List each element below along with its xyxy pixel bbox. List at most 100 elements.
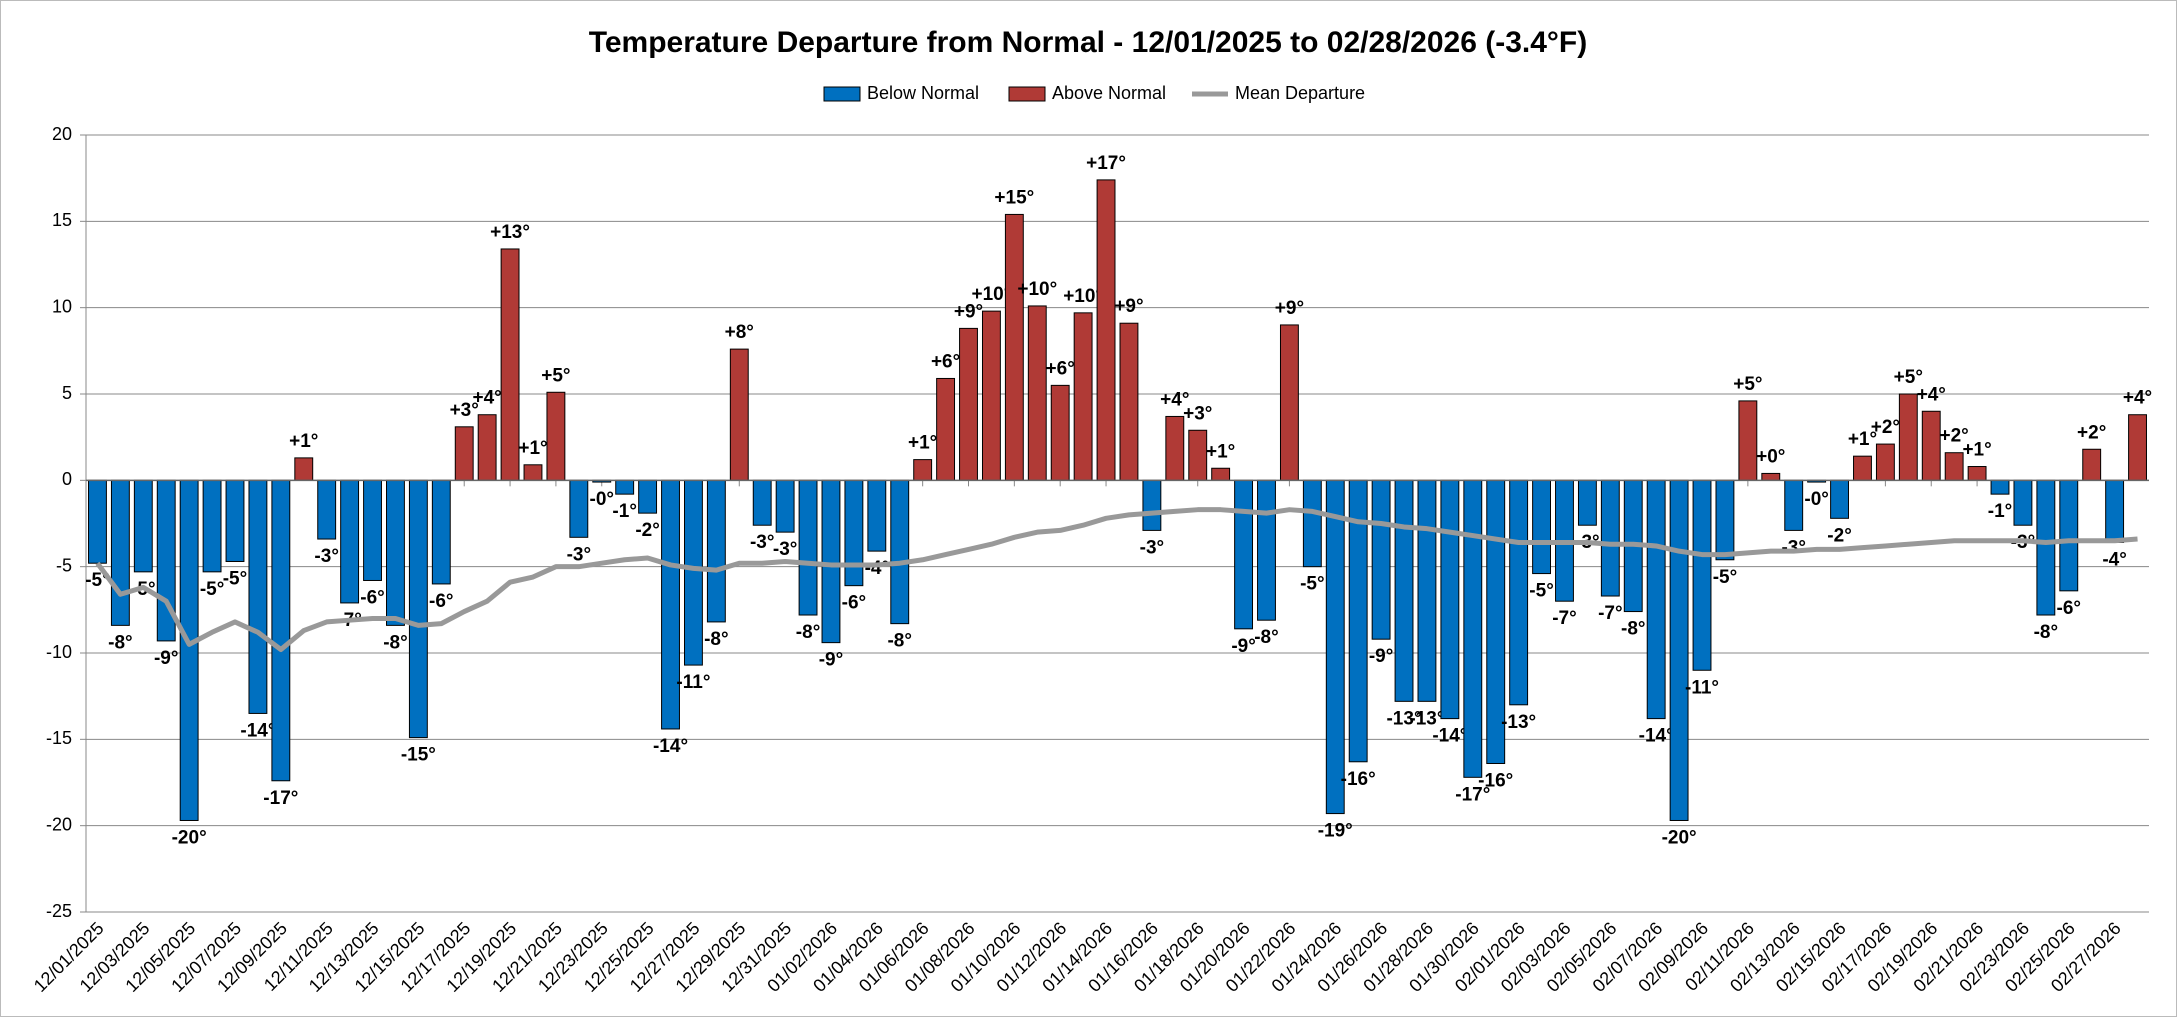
bar	[1211, 467, 1231, 481]
data-label: -20°	[172, 828, 207, 849]
bar	[110, 479, 130, 626]
data-label: -3°	[314, 546, 339, 567]
data-label: -1°	[612, 501, 637, 522]
data-label: +1°	[518, 438, 547, 459]
data-label: -8°	[887, 631, 912, 652]
data-label: -8°	[796, 622, 821, 643]
bar	[729, 348, 749, 481]
bar	[683, 479, 703, 666]
data-label: +1°	[1848, 429, 1877, 450]
data-label: -19°	[1318, 821, 1353, 842]
data-label: -1°	[1988, 501, 2013, 522]
data-label: +5°	[1894, 367, 1923, 388]
bar	[821, 479, 841, 644]
bar	[890, 479, 910, 625]
data-label: +13°	[490, 222, 530, 243]
y-tick-label: 10	[52, 296, 72, 316]
data-label: -5°	[1529, 581, 1554, 602]
bar	[1944, 452, 1964, 481]
bar	[1784, 479, 1804, 531]
legend-label: Below Normal	[867, 83, 979, 103]
bar	[1234, 479, 1254, 630]
data-label: +4°	[1160, 389, 1189, 410]
y-tick-label: -15	[46, 728, 72, 748]
y-tick-label: 20	[52, 124, 72, 144]
data-label: -6°	[429, 591, 454, 612]
bar	[1875, 443, 1895, 481]
bar	[1715, 479, 1735, 561]
bar	[1073, 312, 1093, 481]
data-label: -14°	[1639, 726, 1674, 747]
data-label: -14°	[1432, 726, 1467, 747]
bar	[1142, 479, 1162, 531]
y-tick-label: -5	[56, 555, 72, 575]
bar	[638, 479, 658, 514]
legend-label: Mean Departure	[1235, 83, 1365, 103]
bar	[936, 377, 956, 481]
data-label: -9°	[819, 650, 844, 671]
bar	[317, 479, 337, 540]
bar	[294, 457, 314, 481]
data-label: -13°	[1386, 708, 1421, 729]
data-label: +4°	[2123, 388, 2152, 409]
bar	[1577, 479, 1597, 526]
bar	[2013, 479, 2033, 526]
data-label: -5°	[1713, 567, 1738, 588]
data-label: -4°	[2102, 550, 2127, 571]
y-tick-label: -20	[46, 814, 72, 834]
bar	[1738, 400, 1758, 481]
data-label: +4°	[473, 388, 502, 409]
data-label: -7°	[1552, 608, 1577, 629]
bar	[500, 248, 520, 481]
bar	[2128, 414, 2147, 481]
data-label: +1°	[1962, 440, 1991, 461]
bar	[1417, 479, 1437, 702]
data-label: -6°	[842, 593, 867, 614]
bar	[523, 464, 543, 481]
y-tick-label: -25	[46, 901, 72, 921]
bar	[2036, 479, 2056, 616]
data-label: -8°	[1254, 627, 1279, 648]
bar	[363, 479, 382, 581]
data-label: -2°	[1827, 525, 1852, 546]
data-label: +17°	[1086, 153, 1126, 174]
data-label: +2°	[2077, 422, 2106, 443]
data-label: -3°	[750, 532, 775, 553]
data-label: +9°	[1275, 298, 1304, 319]
bar	[1394, 479, 1414, 702]
y-tick-label: 5	[62, 383, 72, 403]
bar	[569, 479, 589, 538]
data-label: +9°	[1114, 296, 1143, 317]
data-label: +5°	[541, 365, 570, 386]
data-label: -8°	[383, 632, 408, 653]
bar	[1463, 479, 1483, 778]
bar	[867, 479, 887, 552]
bar	[981, 310, 1001, 481]
data-label: -3°	[773, 539, 798, 560]
bar	[1257, 479, 1276, 621]
bar	[1509, 479, 1529, 706]
data-label: -15°	[401, 745, 436, 766]
bar	[1898, 393, 1918, 481]
data-label: +10°	[1017, 279, 1057, 300]
data-label: -7°	[1598, 603, 1623, 624]
data-label: -9°	[1369, 646, 1394, 667]
y-tick-label: 0	[62, 469, 72, 489]
data-label: -0°	[590, 489, 615, 510]
bar	[2059, 479, 2079, 592]
data-label: -9°	[1231, 636, 1256, 657]
data-label: -20°	[1662, 828, 1697, 849]
bar	[88, 479, 107, 564]
bar	[1990, 479, 2010, 495]
y-tick-label: 15	[52, 210, 72, 230]
bar	[1096, 179, 1116, 481]
bar	[1669, 479, 1689, 821]
bar	[2082, 448, 2102, 481]
bar	[913, 459, 933, 481]
bar	[1050, 384, 1070, 481]
data-label: +10°	[972, 284, 1012, 305]
data-label: -16°	[1341, 769, 1376, 790]
legend-swatch	[823, 86, 861, 102]
bar	[431, 479, 451, 585]
